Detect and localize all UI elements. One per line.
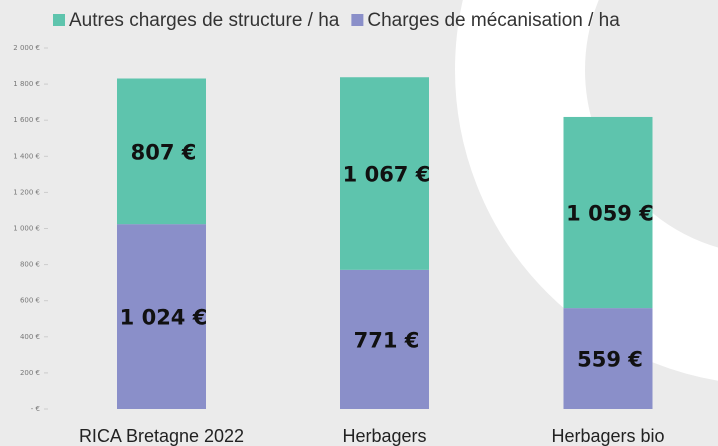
y-tick-label: 1 800 € — [13, 80, 40, 88]
bar-segment — [117, 224, 206, 409]
bar-segment — [117, 78, 206, 225]
y-tick-label: 1 000 € — [13, 225, 40, 233]
x-tick-label: Herbagers bio — [551, 426, 664, 446]
legend-label: Autres charges de structure / ha — [69, 10, 340, 31]
decoration-arc — [455, 0, 718, 381]
value-label: 1 024 € — [120, 306, 208, 330]
bar-segment — [563, 308, 653, 409]
y-tick-label: 200 € — [20, 369, 40, 377]
value-label: 1 067 € — [343, 163, 431, 187]
legend-swatch — [53, 14, 65, 26]
x-tick-label: Herbagers — [342, 426, 426, 446]
value-label: 559 € — [577, 348, 643, 372]
y-tick-label: 2 000 € — [13, 44, 40, 52]
bar-segment — [563, 116, 653, 309]
value-label: 807 € — [131, 140, 197, 164]
legend-swatch — [351, 14, 364, 26]
y-tick-label: 800 € — [20, 261, 40, 269]
value-label: 1 059 € — [566, 202, 654, 226]
y-tick-label: 1 600 € — [13, 116, 40, 124]
y-tick-label: 1 200 € — [13, 188, 40, 196]
y-tick-label: 400 € — [20, 333, 40, 341]
y-tick-label: 600 € — [20, 297, 40, 305]
value-label: 771 € — [354, 328, 420, 352]
bar-segment — [340, 77, 429, 270]
bar-segment — [340, 269, 429, 409]
legend-label: Charges de mécanisation / ha — [367, 10, 620, 31]
x-tick-label: RICA Bretagne 2022 — [79, 426, 244, 446]
y-tick-label: 1 400 € — [13, 152, 40, 160]
y-tick-label: - € — [31, 405, 40, 413]
